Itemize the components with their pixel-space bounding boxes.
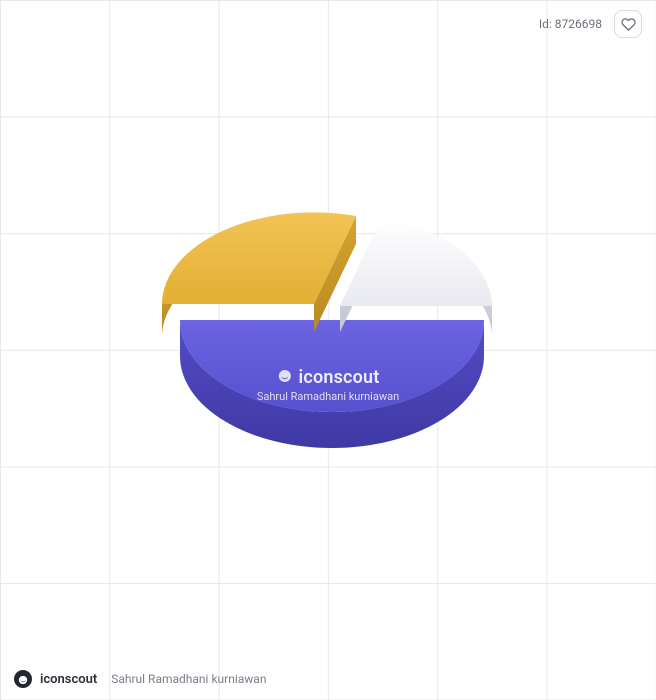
footer-credit-text: Sahrul Ramadhani kurniawan [111,672,266,686]
pie-slice-blue [180,320,484,448]
asset-meta-bar: Id: 8726698 [539,10,642,38]
pie-slice-yellow [162,212,356,334]
footer-attribution: iconscout Sahrul Ramadhani kurniawan [14,670,266,688]
footer-brand-text: iconscout [40,672,97,687]
asset-id: Id: 8726698 [539,17,602,31]
iconscout-logo-icon [18,670,28,689]
heart-icon [621,17,636,32]
asset-preview-canvas: Id: 8726698 [0,0,656,700]
favorite-button[interactable] [614,10,642,38]
asset-id-value: 8726698 [555,17,602,31]
pie-chart [118,112,538,532]
asset-id-label: Id: [539,17,552,31]
pie-slice-white [340,218,492,334]
footer-logo [14,670,32,688]
